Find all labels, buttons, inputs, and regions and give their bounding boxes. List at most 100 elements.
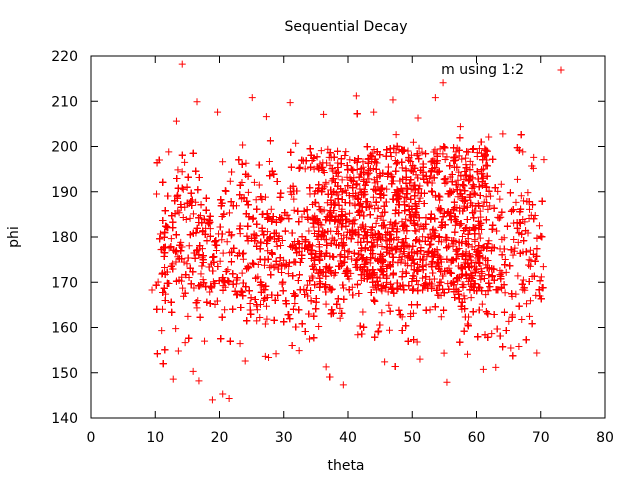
data-point: [165, 148, 173, 156]
data-point: [239, 255, 247, 263]
data-point: [418, 148, 426, 156]
data-point: [253, 317, 261, 325]
data-point: [439, 79, 447, 87]
data-point: [373, 214, 381, 222]
data-point: [209, 278, 217, 286]
data-point: [303, 246, 311, 254]
data-point: [515, 343, 523, 351]
data-point: [184, 312, 192, 320]
data-point: [261, 352, 269, 360]
data-point: [182, 215, 190, 223]
data-point: [415, 144, 423, 152]
data-point: [353, 180, 361, 188]
data-point: [216, 257, 224, 265]
data-point: [389, 96, 397, 104]
data-point: [236, 230, 244, 238]
data-point: [501, 256, 509, 263]
data-point: [225, 209, 233, 217]
data-point: [464, 350, 472, 358]
data-point: [484, 205, 492, 213]
data-point: [419, 274, 427, 282]
data-point: [161, 263, 169, 271]
data-point: [507, 344, 515, 352]
data-point: [158, 327, 166, 335]
data-point: [354, 331, 362, 339]
data-point: [494, 213, 502, 221]
data-point: [500, 234, 508, 242]
data-point: [527, 211, 535, 219]
data-point: [242, 159, 250, 167]
data-point: [394, 236, 402, 244]
data-point: [267, 262, 275, 270]
data-point: [436, 145, 444, 153]
data-point: [466, 157, 474, 165]
data-point: [370, 108, 378, 116]
data-point: [460, 259, 468, 267]
data-point: [435, 237, 443, 245]
data-point: [379, 216, 387, 224]
data-point: [488, 330, 496, 338]
data-point: [310, 223, 318, 231]
data-point: [409, 138, 417, 146]
data-point: [272, 350, 280, 358]
data-point: [223, 238, 231, 246]
data-point: [179, 185, 187, 193]
data-point: [452, 148, 460, 156]
data-point: [221, 187, 229, 195]
data-point: [496, 195, 504, 203]
data-point: [392, 131, 400, 139]
data-point: [465, 264, 473, 272]
data-point: [219, 158, 227, 166]
data-point: [518, 316, 526, 324]
data-point: [487, 192, 495, 200]
data-point: [471, 237, 479, 245]
data-point: [382, 237, 390, 245]
data-point: [415, 263, 423, 271]
data-point: [330, 253, 338, 261]
data-point: [277, 241, 285, 249]
data-point: [482, 291, 490, 299]
data-point: [295, 347, 303, 355]
data-point: [255, 181, 263, 189]
data-point: [284, 270, 292, 278]
data-point: [183, 260, 191, 268]
data-point: [189, 367, 197, 375]
data-point: [494, 187, 502, 195]
x-axis-label: theta: [327, 458, 364, 474]
data-point: [322, 300, 330, 308]
data-point: [440, 349, 448, 357]
data-point: [501, 289, 509, 297]
data-point: [189, 210, 197, 218]
data-point: [340, 284, 348, 292]
data-point: [505, 317, 513, 325]
data-point: [532, 291, 540, 299]
data-point: [413, 338, 421, 346]
data-point: [370, 176, 378, 184]
data-point: [227, 232, 235, 240]
data-point: [221, 306, 229, 314]
data-point: [206, 225, 214, 233]
data-point: [241, 357, 249, 365]
data-point: [414, 281, 422, 289]
data-point: [461, 167, 469, 175]
data-point: [321, 183, 329, 191]
data-point: [465, 250, 473, 258]
data-point: [303, 281, 311, 289]
data-point: [306, 190, 314, 198]
data-point: [525, 205, 533, 213]
data-point: [456, 221, 464, 229]
data-point: [526, 246, 534, 254]
data-point: [434, 168, 442, 176]
data-point: [401, 259, 409, 267]
data-point: [172, 325, 180, 333]
data-point: [369, 165, 377, 173]
data-point: [340, 246, 348, 254]
data-point: [153, 190, 161, 198]
data-point: [290, 206, 298, 214]
data-point: [399, 268, 407, 276]
data-point: [181, 339, 189, 347]
data-point: [172, 258, 180, 266]
data-point: [340, 231, 348, 239]
data-point: [514, 272, 522, 280]
data-point: [194, 246, 202, 254]
